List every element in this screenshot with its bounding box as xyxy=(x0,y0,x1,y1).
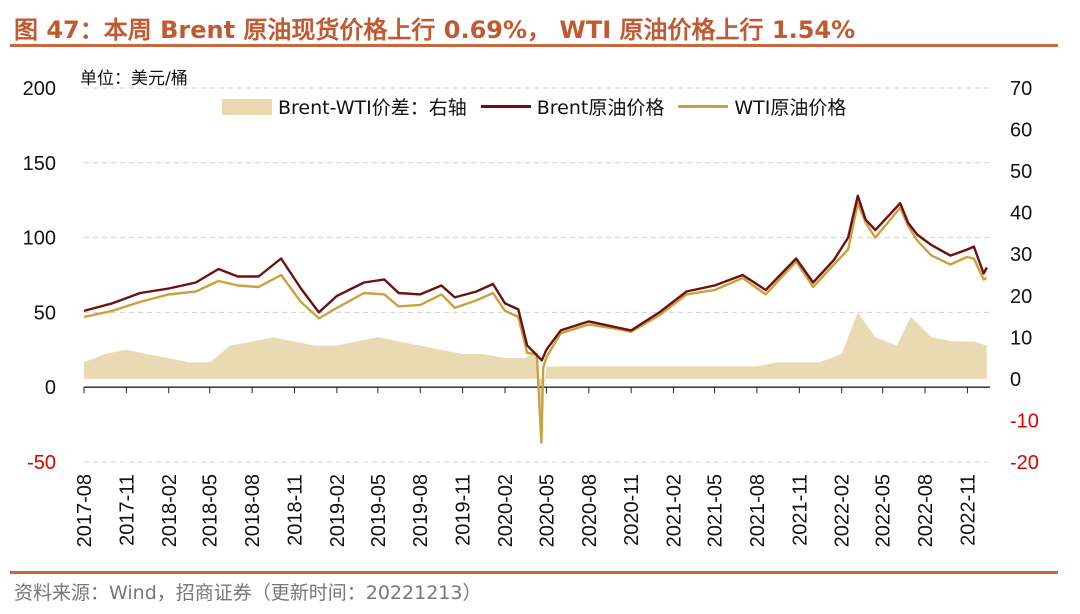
footer-rule xyxy=(10,571,1058,574)
series-line-brent xyxy=(83,194,988,362)
x-tick-label: 2022-11 xyxy=(957,474,979,546)
y-tick-label-right: 20 xyxy=(1010,286,1032,308)
y-tick-label-right: 70 xyxy=(1010,78,1032,100)
figure-title: 图 47：本周 Brent 原油现货价格上行 0.69%， WTI 原油价格上行… xyxy=(14,16,856,44)
x-tick-label: 2019-08 xyxy=(410,474,432,547)
x-tick-label: 2017-08 xyxy=(74,474,96,547)
legend-swatch-brent xyxy=(480,105,531,108)
y-tick-label-right: 30 xyxy=(1010,244,1032,266)
y-tick-label-right: 10 xyxy=(1010,327,1032,349)
legend-item-spread: Brent-WTI价差：右轴 xyxy=(222,93,467,120)
x-tick-label: 2020-05 xyxy=(536,474,558,547)
y-tick-label-right: 40 xyxy=(1010,203,1032,225)
x-tick-label: 2021-11 xyxy=(789,474,811,546)
unit-label: 单位：美元/桶 xyxy=(80,69,188,89)
x-tick-label: 2019-11 xyxy=(453,474,475,546)
x-tick-label: 2018-08 xyxy=(242,474,264,547)
y-tick-label-right: -10 xyxy=(1010,410,1039,432)
x-tick-label: 2018-11 xyxy=(285,474,307,546)
y-tick-label-left: -50 xyxy=(27,452,56,474)
y-tick-label-left: 0 xyxy=(45,377,56,399)
x-tick-label: 2020-02 xyxy=(495,474,517,547)
y-tick-label-right: 0 xyxy=(1010,369,1021,391)
series-line-wti xyxy=(83,202,988,444)
x-tick-label: 2022-08 xyxy=(915,474,937,547)
x-tick-label: 2017-11 xyxy=(116,474,138,546)
legend-label-brent: Brent原油价格 xyxy=(536,97,665,119)
y-tick-label-left: 200 xyxy=(23,78,56,100)
legend-item-wti: WTI原油价格 xyxy=(678,93,846,120)
x-tick-label: 2021-08 xyxy=(747,474,769,547)
x-tick-label: 2018-02 xyxy=(159,474,181,547)
title-rule xyxy=(10,44,1058,47)
x-tick-label: 2019-05 xyxy=(368,474,390,547)
y-tick-label-left: 50 xyxy=(34,302,56,324)
chart-legend: Brent-WTI价差：右轴 Brent原油价格 WTI原油价格 xyxy=(222,93,860,120)
legend-label-wti: WTI原油价格 xyxy=(734,97,847,119)
x-tick-label: 2021-05 xyxy=(705,474,727,547)
legend-item-brent: Brent原油价格 xyxy=(480,93,665,120)
legend-label-spread: Brent-WTI价差：右轴 xyxy=(278,97,467,119)
legend-swatch-wti xyxy=(678,105,729,108)
y-tick-label-right: 60 xyxy=(1010,120,1032,142)
x-tick-label: 2021-02 xyxy=(664,474,686,547)
x-tick-label: 2022-02 xyxy=(832,474,854,547)
x-tick-label: 2022-05 xyxy=(873,474,895,547)
x-tick-label: 2020-08 xyxy=(579,474,601,547)
x-tick-label: 2018-05 xyxy=(200,474,222,547)
y-tick-label-left: 150 xyxy=(23,153,56,175)
series-area-spread xyxy=(84,312,987,413)
x-tick-label: 2020-11 xyxy=(621,474,643,546)
x-tick-label: 2019-02 xyxy=(327,474,349,547)
legend-swatch-spread xyxy=(222,98,272,115)
y-tick-label-right: 50 xyxy=(1010,161,1032,183)
y-tick-label-left: 100 xyxy=(23,228,56,250)
source-note: 资料来源：Wind，招商证券（更新时间：20221213） xyxy=(14,582,482,604)
y-tick-label-right: -20 xyxy=(1010,452,1039,474)
